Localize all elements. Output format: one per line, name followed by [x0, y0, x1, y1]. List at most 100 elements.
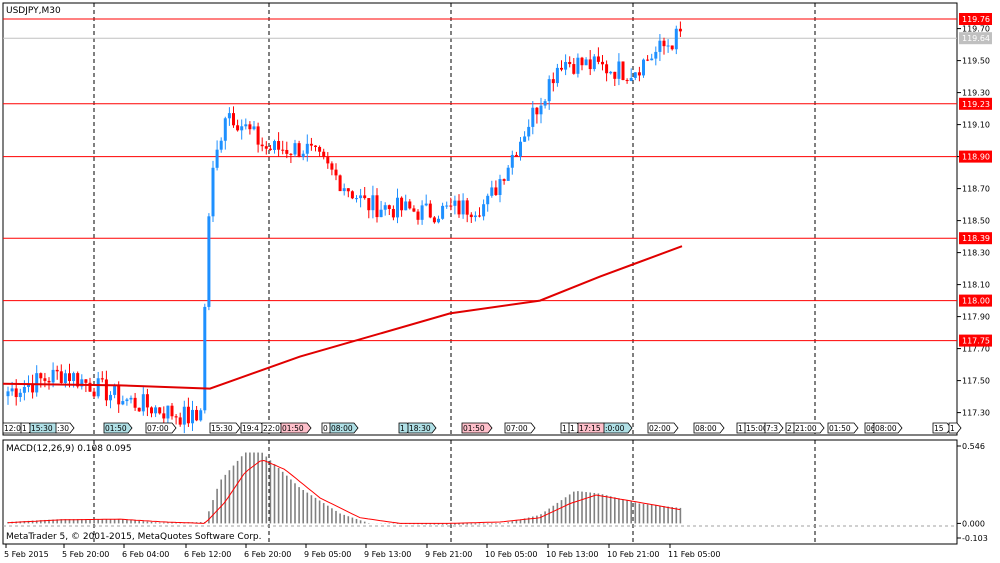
candle-body — [387, 205, 391, 209]
event-flag-label: 01:50 — [105, 424, 127, 433]
candle-body — [252, 126, 256, 130]
candle-body — [244, 124, 248, 127]
event-flag-label: 17:15 — [579, 424, 601, 433]
candle-body — [457, 200, 461, 215]
event-flag[interactable] — [827, 422, 859, 434]
candle-body — [195, 409, 199, 421]
price-tick-label: 118.50 — [962, 217, 990, 226]
macd-pane[interactable]: MACD(12,26,9) 0.108 0.095 MetaTrader 5, … — [2, 439, 958, 545]
candle-body — [498, 179, 502, 195]
candle-body — [576, 57, 580, 74]
event-flag-label: 02:00 — [649, 424, 671, 433]
event-flag[interactable] — [603, 422, 633, 434]
macd-axis: 0.546 0.000 -0.103 — [957, 442, 988, 543]
time-tick-label: 10 Feb 13:00 — [546, 550, 598, 559]
event-flag-label: 1 — [400, 424, 405, 433]
price-pane[interactable]: 12:0 1 15:30:30 01:50 07:00 15:30 19:4 22:0 01:5… — [2, 2, 962, 436]
event-flag[interactable] — [145, 422, 177, 434]
time-tick-label: 6 Feb 20:00 — [244, 550, 291, 559]
level-price-tag — [959, 334, 992, 347]
candle-body — [445, 205, 449, 207]
economic-events-row[interactable]: 12:0 1 15:30:30 01:50 07:00 15:30 19:4 22:0 01:5… — [2, 422, 962, 434]
candle-body — [215, 149, 219, 168]
candle-body — [59, 371, 63, 383]
event-flag[interactable] — [209, 422, 241, 434]
event-flag-label: 18:30 — [409, 424, 431, 433]
candle-body — [18, 392, 22, 398]
candle-body — [350, 191, 354, 199]
event-flag[interactable] — [873, 422, 903, 434]
candle-body — [555, 67, 559, 84]
candle-body — [371, 195, 375, 211]
event-flag[interactable] — [103, 422, 133, 434]
candle-body — [437, 218, 440, 223]
candle-body — [658, 40, 662, 52]
event-flag[interactable] — [55, 422, 75, 434]
event-flag[interactable] — [764, 422, 784, 434]
candle-body — [170, 405, 174, 417]
candle-body — [227, 113, 231, 119]
event-flag[interactable] — [948, 422, 962, 434]
candle-body — [396, 197, 399, 218]
candle-body — [654, 51, 658, 59]
moving-average-line — [2, 245, 683, 390]
candle-body — [301, 153, 305, 157]
time-tick-label: 9 Feb 13:00 — [364, 550, 411, 559]
candle-body — [133, 397, 137, 408]
candle-body — [588, 59, 592, 70]
event-flag-label: 1 — [738, 424, 743, 433]
level-price-tag — [959, 150, 992, 163]
candle-body — [535, 107, 539, 115]
event-flag[interactable] — [504, 422, 536, 434]
event-flag[interactable] — [647, 422, 679, 434]
event-flag[interactable] — [280, 422, 312, 434]
event-flag[interactable] — [461, 422, 493, 434]
period-separators — [93, 3, 816, 435]
candle-body — [412, 208, 416, 212]
event-flag-label: :30 — [57, 424, 69, 433]
candle-body — [580, 57, 584, 66]
macd-label: MACD(12,26,9) 0.108 0.095 — [6, 444, 132, 454]
event-flag-label: 07:00 — [506, 424, 528, 433]
candle-body — [642, 59, 645, 76]
candle-body — [519, 141, 522, 157]
price-pane-border — [2, 2, 958, 436]
candle-body — [113, 385, 117, 395]
candle-body — [621, 61, 625, 81]
candle-body — [469, 214, 473, 218]
candle-body — [297, 143, 301, 157]
event-flag-label: 15:30 — [211, 424, 233, 433]
price-tick-label: 119.10 — [962, 121, 990, 130]
price-tick-label: 118.10 — [962, 281, 990, 290]
time-tick-label: 9 Feb 05:00 — [304, 550, 351, 559]
level-price-tag — [959, 294, 992, 307]
event-flag-label: 15:30 — [31, 424, 53, 433]
candle-body — [449, 205, 453, 207]
time-axis: 5 Feb 2015 5 Feb 20:00 6 Feb 04:00 6 Feb 12… — [4, 544, 720, 559]
price-tick-label: 119.30 — [962, 89, 990, 98]
candle-body — [68, 373, 71, 382]
symbol-label: USDJPY,M30 — [6, 6, 61, 16]
horizontal-levels[interactable] — [3, 18, 957, 342]
level-price-tag — [959, 97, 992, 110]
candle-body — [277, 141, 281, 150]
candle-body — [96, 378, 100, 397]
candle-body — [625, 80, 629, 82]
candle-body — [367, 198, 371, 211]
candle-body — [494, 187, 498, 195]
event-flag[interactable] — [793, 422, 825, 434]
event-flag[interactable] — [329, 422, 359, 434]
candle-body — [63, 373, 67, 383]
event-flag-label: 1 — [22, 424, 27, 433]
candle-body — [137, 407, 141, 412]
event-flag[interactable] — [407, 422, 437, 434]
macd-signal-line — [7, 459, 681, 524]
candle-body — [76, 373, 80, 387]
candle-body — [314, 145, 317, 147]
candle-body — [240, 126, 244, 131]
event-flag[interactable] — [693, 422, 725, 434]
candle-body — [596, 56, 600, 62]
price-tick-label: 117.30 — [962, 409, 990, 418]
candle-body — [523, 136, 527, 142]
